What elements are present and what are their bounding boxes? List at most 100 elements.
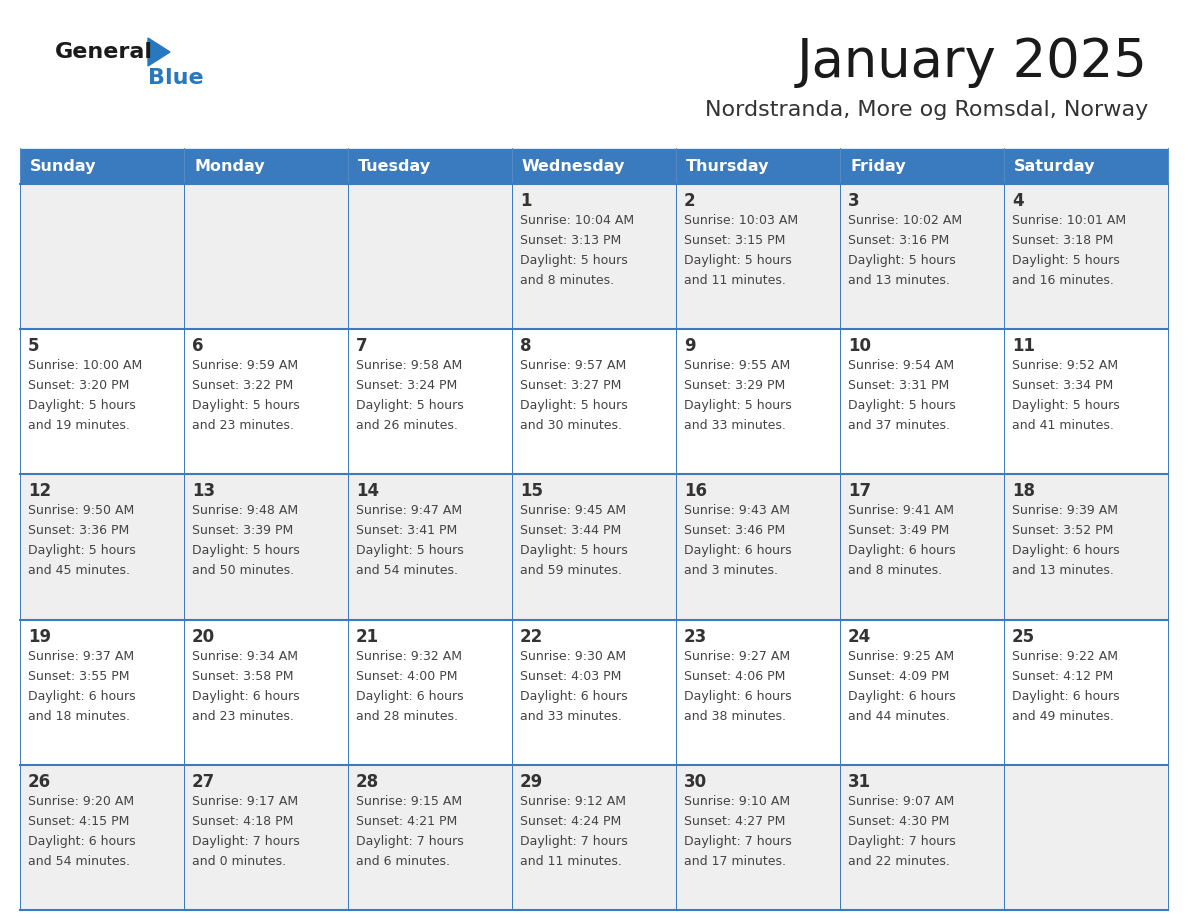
Text: Sunrise: 9:30 AM: Sunrise: 9:30 AM xyxy=(520,650,626,663)
Bar xyxy=(512,330,676,475)
Text: 16: 16 xyxy=(684,482,707,500)
Text: Friday: Friday xyxy=(849,159,905,174)
Text: Daylight: 6 hours: Daylight: 6 hours xyxy=(520,689,627,702)
Text: Sunrise: 9:52 AM: Sunrise: 9:52 AM xyxy=(1012,359,1118,372)
Text: and 26 minutes.: and 26 minutes. xyxy=(356,420,457,432)
Text: Sunset: 3:41 PM: Sunset: 3:41 PM xyxy=(356,524,457,537)
Text: Sunrise: 9:32 AM: Sunrise: 9:32 AM xyxy=(356,650,462,663)
Text: Daylight: 5 hours: Daylight: 5 hours xyxy=(848,254,956,267)
Text: 29: 29 xyxy=(520,773,543,790)
Text: Sunrise: 9:58 AM: Sunrise: 9:58 AM xyxy=(356,359,462,372)
Text: Sunset: 3:29 PM: Sunset: 3:29 PM xyxy=(684,379,785,392)
Text: Sunrise: 9:47 AM: Sunrise: 9:47 AM xyxy=(356,504,462,518)
Bar xyxy=(20,765,184,910)
Text: Sunset: 3:31 PM: Sunset: 3:31 PM xyxy=(848,379,949,392)
Bar xyxy=(840,184,1004,330)
Text: Sunrise: 9:54 AM: Sunrise: 9:54 AM xyxy=(848,359,954,372)
Polygon shape xyxy=(148,38,170,66)
Text: and 49 minutes.: and 49 minutes. xyxy=(1012,710,1114,722)
Text: Sunset: 3:49 PM: Sunset: 3:49 PM xyxy=(848,524,949,537)
Text: Wednesday: Wednesday xyxy=(522,159,625,174)
Text: Sunset: 4:18 PM: Sunset: 4:18 PM xyxy=(192,815,293,828)
Text: Daylight: 7 hours: Daylight: 7 hours xyxy=(848,834,956,848)
Text: 7: 7 xyxy=(356,337,367,355)
Text: 6: 6 xyxy=(192,337,203,355)
Text: Daylight: 6 hours: Daylight: 6 hours xyxy=(848,689,955,702)
Text: and 3 minutes.: and 3 minutes. xyxy=(684,565,778,577)
Bar xyxy=(1004,184,1168,330)
Text: Sunset: 3:13 PM: Sunset: 3:13 PM xyxy=(520,234,621,247)
Text: Daylight: 6 hours: Daylight: 6 hours xyxy=(29,834,135,848)
Text: Daylight: 5 hours: Daylight: 5 hours xyxy=(848,399,956,412)
Text: Sunrise: 9:39 AM: Sunrise: 9:39 AM xyxy=(1012,504,1118,518)
Text: Sunrise: 9:22 AM: Sunrise: 9:22 AM xyxy=(1012,650,1118,663)
Text: Daylight: 5 hours: Daylight: 5 hours xyxy=(1012,254,1120,267)
Text: Sunset: 3:18 PM: Sunset: 3:18 PM xyxy=(1012,234,1113,247)
Bar xyxy=(840,148,1004,184)
Text: 1: 1 xyxy=(520,192,531,210)
Bar xyxy=(348,330,512,475)
Text: Sunrise: 9:48 AM: Sunrise: 9:48 AM xyxy=(192,504,298,518)
Text: Daylight: 5 hours: Daylight: 5 hours xyxy=(520,254,627,267)
Text: Sunset: 3:55 PM: Sunset: 3:55 PM xyxy=(29,669,129,683)
Bar xyxy=(512,184,676,330)
Bar xyxy=(840,475,1004,620)
Bar xyxy=(1004,330,1168,475)
Text: Sunrise: 9:55 AM: Sunrise: 9:55 AM xyxy=(684,359,790,372)
Bar xyxy=(184,148,348,184)
Text: Daylight: 7 hours: Daylight: 7 hours xyxy=(356,834,463,848)
Text: Daylight: 7 hours: Daylight: 7 hours xyxy=(192,834,299,848)
Text: Sunrise: 10:00 AM: Sunrise: 10:00 AM xyxy=(29,359,143,372)
Bar xyxy=(184,765,348,910)
Text: and 13 minutes.: and 13 minutes. xyxy=(1012,565,1114,577)
Bar xyxy=(184,475,348,620)
Text: and 11 minutes.: and 11 minutes. xyxy=(520,855,621,868)
Text: Sunset: 3:27 PM: Sunset: 3:27 PM xyxy=(520,379,621,392)
Text: 24: 24 xyxy=(848,628,871,645)
Text: Sunset: 3:22 PM: Sunset: 3:22 PM xyxy=(192,379,293,392)
Text: Sunset: 4:27 PM: Sunset: 4:27 PM xyxy=(684,815,785,828)
Text: 23: 23 xyxy=(684,628,707,645)
Bar xyxy=(676,765,840,910)
Text: Sunset: 4:15 PM: Sunset: 4:15 PM xyxy=(29,815,129,828)
Bar xyxy=(348,475,512,620)
Bar xyxy=(1004,620,1168,765)
Text: Sunrise: 9:15 AM: Sunrise: 9:15 AM xyxy=(356,795,462,808)
Text: Sunset: 3:52 PM: Sunset: 3:52 PM xyxy=(1012,524,1113,537)
Bar xyxy=(512,148,676,184)
Text: Daylight: 6 hours: Daylight: 6 hours xyxy=(1012,689,1119,702)
Text: Daylight: 5 hours: Daylight: 5 hours xyxy=(29,544,135,557)
Text: 12: 12 xyxy=(29,482,51,500)
Text: Sunset: 4:21 PM: Sunset: 4:21 PM xyxy=(356,815,457,828)
Text: Sunset: 4:03 PM: Sunset: 4:03 PM xyxy=(520,669,621,683)
Bar xyxy=(1004,148,1168,184)
Text: Sunrise: 9:45 AM: Sunrise: 9:45 AM xyxy=(520,504,626,518)
Text: Daylight: 5 hours: Daylight: 5 hours xyxy=(684,399,791,412)
Text: and 18 minutes.: and 18 minutes. xyxy=(29,710,129,722)
Bar xyxy=(20,330,184,475)
Text: and 11 minutes.: and 11 minutes. xyxy=(684,274,786,287)
Text: 20: 20 xyxy=(192,628,215,645)
Bar xyxy=(348,765,512,910)
Text: 3: 3 xyxy=(848,192,860,210)
Text: Daylight: 5 hours: Daylight: 5 hours xyxy=(1012,399,1120,412)
Text: and 16 minutes.: and 16 minutes. xyxy=(1012,274,1114,287)
Text: and 54 minutes.: and 54 minutes. xyxy=(29,855,129,868)
Text: 11: 11 xyxy=(1012,337,1035,355)
Text: 21: 21 xyxy=(356,628,379,645)
Bar xyxy=(676,184,840,330)
Text: Daylight: 6 hours: Daylight: 6 hours xyxy=(684,689,791,702)
Text: Sunset: 3:44 PM: Sunset: 3:44 PM xyxy=(520,524,621,537)
Text: Sunset: 3:46 PM: Sunset: 3:46 PM xyxy=(684,524,785,537)
Text: 2: 2 xyxy=(684,192,696,210)
Text: Daylight: 6 hours: Daylight: 6 hours xyxy=(192,689,299,702)
Text: Daylight: 5 hours: Daylight: 5 hours xyxy=(356,544,463,557)
Text: Sunrise: 9:17 AM: Sunrise: 9:17 AM xyxy=(192,795,298,808)
Bar xyxy=(20,475,184,620)
Text: and 0 minutes.: and 0 minutes. xyxy=(192,855,286,868)
Text: 17: 17 xyxy=(848,482,871,500)
Text: and 37 minutes.: and 37 minutes. xyxy=(848,420,950,432)
Text: 31: 31 xyxy=(848,773,871,790)
Text: Sunset: 4:06 PM: Sunset: 4:06 PM xyxy=(684,669,785,683)
Text: 19: 19 xyxy=(29,628,51,645)
